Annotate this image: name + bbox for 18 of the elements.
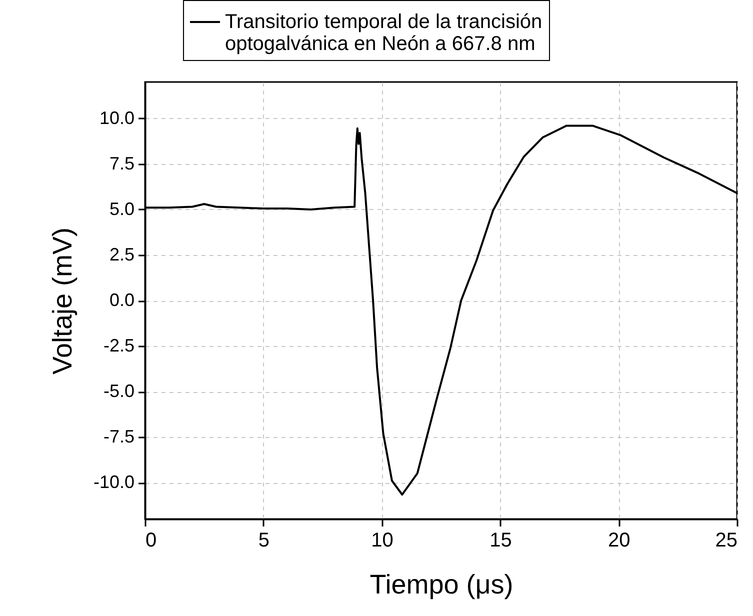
y-tick-label: -10.0 [93,472,134,492]
y-tick-label: 7.5 [109,153,134,174]
y-tick-label: 2.5 [109,244,134,264]
y-tick-label: -7.5 [103,426,134,447]
x-tick-label: 10 [371,530,394,552]
y-tick-label: -2.5 [103,336,134,356]
y-tick-label: -5.0 [103,381,134,402]
x-tick-label: 20 [608,530,630,552]
x-tick-label: 15 [490,530,512,552]
legend-label: Transitorio temporal de la trancisión optogalvánica en Neón a 667.8 nm [225,11,542,55]
y-axis-title: Voltaje (mV) [47,227,78,375]
x-tick-label: 0 [146,530,157,552]
x-axis-title: Tiempo (μs) [370,570,514,600]
y-tick-label: 0.0 [109,290,134,310]
x-tick-label: 5 [258,530,270,552]
y-tick-label: 5.0 [109,198,134,219]
x-tick-label: 25 [715,530,738,552]
y-tick-label: 10.0 [99,108,134,128]
